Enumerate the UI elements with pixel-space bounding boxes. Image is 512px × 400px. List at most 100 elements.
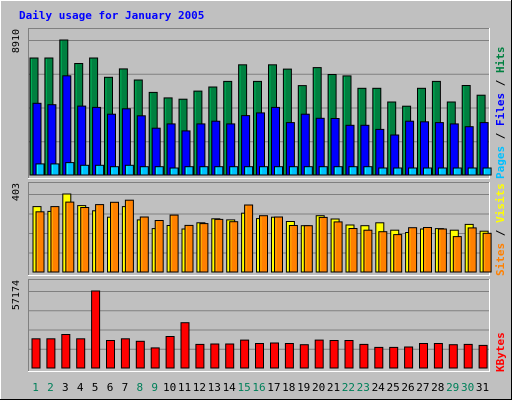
x-tick-day-9: 9 bbox=[151, 381, 158, 394]
bar-pages-day-18 bbox=[288, 166, 298, 176]
legend-entry: KBytes bbox=[494, 332, 507, 372]
legend-entry: / bbox=[494, 223, 507, 243]
bar-kbytes-day-5 bbox=[91, 290, 101, 369]
bar-pages-day-3 bbox=[65, 162, 75, 176]
x-tick-day-23: 23 bbox=[357, 381, 370, 394]
bar-kbytes-day-6 bbox=[106, 340, 115, 369]
bar-kbytes-day-29 bbox=[448, 344, 458, 369]
bar-pages-day-30 bbox=[467, 167, 477, 176]
bar-pages-day-28 bbox=[437, 167, 447, 176]
bar-sites-day-2 bbox=[50, 206, 60, 273]
bar-pages-day-1 bbox=[35, 163, 45, 176]
bar-sites-day-17 bbox=[274, 216, 283, 273]
bar-kbytes-day-2 bbox=[46, 338, 56, 369]
bar-sites-day-1 bbox=[35, 211, 45, 273]
bar-sites-day-3 bbox=[65, 201, 75, 273]
bar-sites-day-30 bbox=[467, 227, 477, 273]
bar-sites-day-22 bbox=[348, 228, 358, 273]
bar-kbytes-day-10 bbox=[165, 336, 175, 369]
x-tick-day-19: 19 bbox=[297, 381, 310, 394]
x-tick-day-28: 28 bbox=[431, 381, 444, 394]
bar-kbytes-day-23 bbox=[359, 343, 369, 369]
bar-pages-day-7 bbox=[124, 164, 134, 176]
bar-kbytes-day-25 bbox=[389, 346, 399, 369]
x-tick-day-22: 22 bbox=[342, 381, 355, 394]
bar-sites-day-8 bbox=[139, 216, 149, 273]
bar-pages-day-26 bbox=[408, 167, 418, 176]
bar-kbytes-day-7 bbox=[120, 338, 130, 369]
bar-kbytes-day-11 bbox=[180, 322, 190, 369]
bar-sites-day-21 bbox=[333, 221, 343, 273]
bar-pages-day-23 bbox=[363, 166, 373, 176]
bar-sites-day-14 bbox=[229, 221, 239, 273]
panel-legend: KBytes bbox=[494, 332, 507, 372]
bar-kbytes-day-28 bbox=[433, 343, 443, 369]
bar-sites-day-26 bbox=[408, 227, 418, 273]
x-tick-day-27: 27 bbox=[416, 381, 429, 394]
legend-entry: Files bbox=[494, 93, 507, 126]
y-tick-label: 8910 bbox=[11, 29, 22, 53]
legend-entry: Hits bbox=[494, 47, 507, 74]
bar-pages-day-13 bbox=[214, 166, 224, 176]
x-tick-day-16: 16 bbox=[252, 381, 265, 394]
panel-legend: Sites / Visits bbox=[494, 183, 507, 276]
x-tick-day-14: 14 bbox=[223, 381, 237, 394]
bar-kbytes-day-4 bbox=[76, 338, 86, 369]
bar-kbytes-day-1 bbox=[31, 338, 41, 369]
x-tick-day-11: 11 bbox=[178, 381, 191, 394]
bar-pages-day-22 bbox=[348, 166, 358, 176]
legend-entry: Visits bbox=[494, 183, 507, 223]
x-axis-labels: 1 2 3 4 5 6 7 8 9 10 11 12 13 14 15 16 17 18 19 20 21 22 23 24 2… bbox=[32, 381, 489, 394]
y-tick-label: 403 bbox=[11, 183, 22, 201]
bar-kbytes-day-26 bbox=[404, 346, 414, 369]
bar-sites-day-4 bbox=[80, 207, 90, 273]
x-tick-day-24: 24 bbox=[372, 381, 386, 394]
bar-pages-day-20 bbox=[318, 166, 328, 176]
bar-pages-day-24 bbox=[378, 167, 388, 176]
bar-kbytes-day-22 bbox=[344, 340, 354, 369]
bar-sites-day-7 bbox=[124, 199, 134, 273]
bar-kbytes-day-3 bbox=[61, 334, 71, 369]
x-tick-day-5: 5 bbox=[92, 381, 99, 394]
x-tick-day-7: 7 bbox=[122, 381, 129, 394]
bar-pages-day-27 bbox=[423, 167, 432, 176]
bar-pages-day-12 bbox=[199, 166, 209, 176]
x-tick-day-29: 29 bbox=[446, 381, 459, 394]
bar-pages-day-31 bbox=[482, 167, 492, 176]
bar-kbytes-day-18 bbox=[284, 343, 294, 369]
bar-pages-day-10 bbox=[169, 167, 179, 176]
bar-sites-day-19 bbox=[303, 225, 313, 273]
x-tick-day-6: 6 bbox=[107, 381, 114, 394]
bar-pages-day-16 bbox=[259, 166, 268, 176]
x-tick-day-18: 18 bbox=[282, 381, 295, 394]
x-tick-day-17: 17 bbox=[267, 381, 280, 394]
bar-kbytes-day-16 bbox=[255, 343, 264, 369]
bar-sites-day-11 bbox=[184, 224, 194, 273]
panel-3: 57174 KBytes bbox=[11, 279, 507, 372]
bar-sites-day-28 bbox=[437, 228, 447, 273]
bar-kbytes-day-14 bbox=[225, 343, 235, 369]
bar-kbytes-day-8 bbox=[135, 340, 145, 369]
bar-pages-day-14 bbox=[229, 166, 239, 176]
bar-pages-day-19 bbox=[303, 166, 313, 176]
bar-sites-day-12 bbox=[199, 223, 209, 273]
x-tick-day-15: 15 bbox=[237, 381, 250, 394]
bar-kbytes-day-13 bbox=[210, 343, 220, 369]
bar-sites-day-25 bbox=[393, 234, 403, 273]
bar-sites-day-10 bbox=[169, 214, 179, 273]
bar-sites-day-23 bbox=[363, 229, 373, 273]
bar-pages-day-21 bbox=[333, 166, 343, 176]
bar-kbytes-day-20 bbox=[314, 339, 324, 369]
bar-kbytes-day-9 bbox=[150, 347, 160, 369]
bar-kbytes-day-30 bbox=[463, 343, 473, 369]
legend-entry: / bbox=[494, 73, 507, 93]
chart-title: Daily usage for January 2005 bbox=[19, 9, 204, 22]
legend-entry: / bbox=[494, 126, 507, 146]
x-tick-day-8: 8 bbox=[136, 381, 143, 394]
bar-sites-day-24 bbox=[378, 231, 388, 273]
legend-entry: Pages bbox=[494, 146, 507, 179]
bar-pages-day-25 bbox=[393, 167, 403, 176]
bar-kbytes-day-27 bbox=[419, 343, 428, 369]
